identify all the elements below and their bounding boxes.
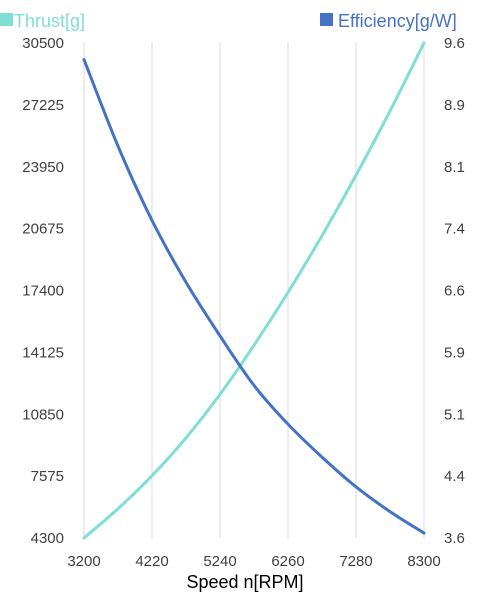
left-axis-ticks: 30500 27225 23950 20675 17400 14125 10850 7575 4… [22,35,64,547]
y-left-tick-label: 23950 [22,159,64,176]
y-right-tick-label: 8.1 [444,159,465,176]
y-right-tick-label: 7.4 [444,221,465,238]
y-right-tick-label: 5.1 [444,406,465,423]
y-right-tick-label: 5.9 [444,344,465,361]
y-left-tick-label: 17400 [22,283,64,300]
y-left-tick-label: 20675 [22,221,64,238]
legend-label-efficiency: Efficiency[g/W] [338,11,457,31]
x-tick-label: 5240 [203,553,236,570]
y-right-tick-label: 4.4 [444,468,465,485]
y-right-tick-label: 8.9 [444,97,465,114]
y-right-tick-label: 6.6 [444,283,465,300]
x-axis-label: Speed n[RPM] [186,572,303,592]
thrust-series-line [82,41,426,540]
y-right-tick-label: 9.6 [444,35,465,52]
legend: Thrust[g] Efficiency[g/W] [0,11,457,31]
legend-swatch-efficiency [320,13,333,26]
y-left-tick-label: 14125 [22,344,64,361]
y-left-tick-label: 10850 [22,406,64,423]
legend-swatch-thrust [0,13,13,26]
x-tick-label: 4220 [135,553,168,570]
x-tick-label: 8300 [407,553,440,570]
x-tick-label: 6260 [271,553,304,570]
x-tick-label: 3200 [67,553,100,570]
x-axis-ticks: 3200 4220 5240 6260 7280 8300 [67,553,440,570]
right-axis-ticks: 9.6 8.9 8.1 7.4 6.6 5.9 5.1 4.4 3.6 [444,35,465,547]
series-lines [82,41,426,540]
y-left-tick-label: 4300 [31,530,64,547]
y-left-tick-label: 27225 [22,97,64,114]
y-left-tick-label: 30500 [22,35,64,52]
legend-label-thrust: Thrust[g] [14,11,85,31]
x-tick-label: 7280 [339,553,372,570]
y-left-tick-label: 7575 [31,468,64,485]
y-right-tick-label: 3.6 [444,530,465,547]
efficiency-series-line [82,58,426,535]
grid-lines [83,43,425,538]
